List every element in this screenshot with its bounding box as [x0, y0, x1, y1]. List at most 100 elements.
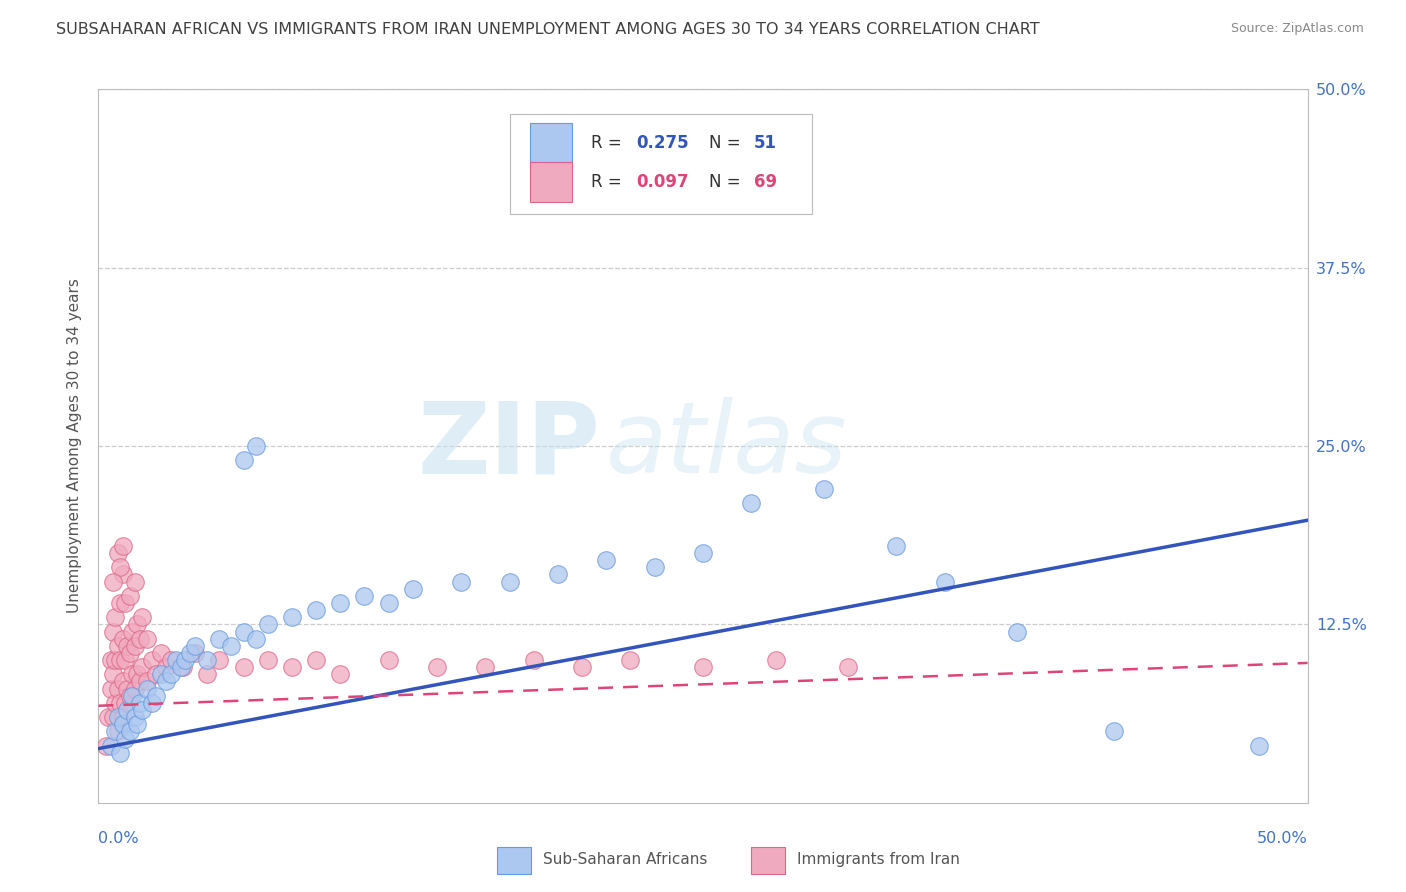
- Point: [101, 710, 124, 724]
- Point: [121, 667, 143, 681]
- Point: [523, 653, 546, 667]
- Point: [128, 674, 150, 689]
- Point: [114, 731, 136, 746]
- Point: [184, 646, 207, 660]
- Point: [104, 610, 127, 624]
- Point: [135, 632, 157, 646]
- Point: [402, 582, 425, 596]
- Point: [377, 596, 399, 610]
- Point: [128, 696, 150, 710]
- Point: [111, 632, 134, 646]
- Text: N =: N =: [709, 173, 747, 191]
- Point: [813, 482, 835, 496]
- Point: [100, 653, 122, 667]
- Point: [837, 660, 859, 674]
- Point: [111, 674, 134, 689]
- Point: [118, 589, 141, 603]
- Point: [353, 589, 375, 603]
- Point: [155, 674, 177, 689]
- Point: [498, 574, 520, 589]
- Point: [692, 546, 714, 560]
- Point: [108, 653, 131, 667]
- Point: [245, 439, 267, 453]
- Point: [108, 560, 131, 574]
- Point: [100, 739, 122, 753]
- Point: [124, 681, 146, 696]
- Point: [232, 453, 254, 467]
- Point: [765, 653, 787, 667]
- Point: [208, 653, 231, 667]
- Text: 0.275: 0.275: [637, 134, 689, 152]
- Text: SUBSAHARAN AFRICAN VS IMMIGRANTS FROM IRAN UNEMPLOYMENT AMONG AGES 30 TO 34 YEAR: SUBSAHARAN AFRICAN VS IMMIGRANTS FROM IR…: [56, 22, 1040, 37]
- Point: [131, 610, 153, 624]
- Point: [169, 660, 191, 674]
- Point: [172, 660, 194, 674]
- Point: [150, 667, 173, 681]
- Point: [117, 703, 139, 717]
- Point: [107, 546, 129, 560]
- Point: [329, 667, 352, 681]
- FancyBboxPatch shape: [509, 114, 811, 214]
- Point: [256, 653, 278, 667]
- Point: [145, 689, 167, 703]
- Point: [141, 696, 163, 710]
- Point: [232, 624, 254, 639]
- Text: 0.0%: 0.0%: [98, 831, 139, 847]
- Point: [426, 660, 449, 674]
- Text: N =: N =: [709, 134, 747, 152]
- Point: [127, 717, 149, 731]
- Point: [111, 717, 134, 731]
- Point: [305, 603, 328, 617]
- Point: [108, 746, 131, 760]
- Point: [118, 689, 141, 703]
- Point: [114, 653, 136, 667]
- Text: atlas: atlas: [606, 398, 848, 494]
- Bar: [751, 847, 785, 874]
- Point: [124, 710, 146, 724]
- Point: [104, 696, 127, 710]
- Point: [644, 560, 666, 574]
- Point: [174, 653, 197, 667]
- Point: [740, 496, 762, 510]
- Point: [124, 639, 146, 653]
- Point: [245, 632, 267, 646]
- Point: [1249, 739, 1271, 753]
- Point: [111, 567, 134, 582]
- Point: [107, 639, 129, 653]
- Point: [160, 667, 183, 681]
- Point: [305, 653, 328, 667]
- Point: [104, 724, 127, 739]
- Point: [221, 639, 243, 653]
- Text: 69: 69: [754, 173, 778, 191]
- Point: [114, 596, 136, 610]
- Bar: [530, 123, 572, 162]
- Point: [619, 653, 641, 667]
- Text: R =: R =: [591, 134, 627, 152]
- Text: 50.0%: 50.0%: [1257, 831, 1308, 847]
- Bar: [530, 162, 572, 202]
- Point: [195, 653, 218, 667]
- Point: [107, 710, 129, 724]
- Point: [101, 667, 124, 681]
- Point: [547, 567, 569, 582]
- Point: [155, 660, 177, 674]
- Point: [124, 574, 146, 589]
- Point: [208, 632, 231, 646]
- Text: Immigrants from Iran: Immigrants from Iran: [797, 853, 960, 867]
- Text: ZIP: ZIP: [418, 398, 600, 494]
- Point: [886, 539, 908, 553]
- Point: [111, 710, 134, 724]
- Y-axis label: Unemployment Among Ages 30 to 34 years: Unemployment Among Ages 30 to 34 years: [67, 278, 83, 614]
- Point: [160, 653, 183, 667]
- Point: [135, 681, 157, 696]
- Text: Source: ZipAtlas.com: Source: ZipAtlas.com: [1230, 22, 1364, 36]
- Point: [127, 617, 149, 632]
- Point: [329, 596, 352, 610]
- Point: [474, 660, 496, 674]
- Point: [101, 624, 124, 639]
- Point: [107, 681, 129, 696]
- Point: [1007, 624, 1029, 639]
- Point: [195, 667, 218, 681]
- Point: [117, 681, 139, 696]
- Point: [111, 539, 134, 553]
